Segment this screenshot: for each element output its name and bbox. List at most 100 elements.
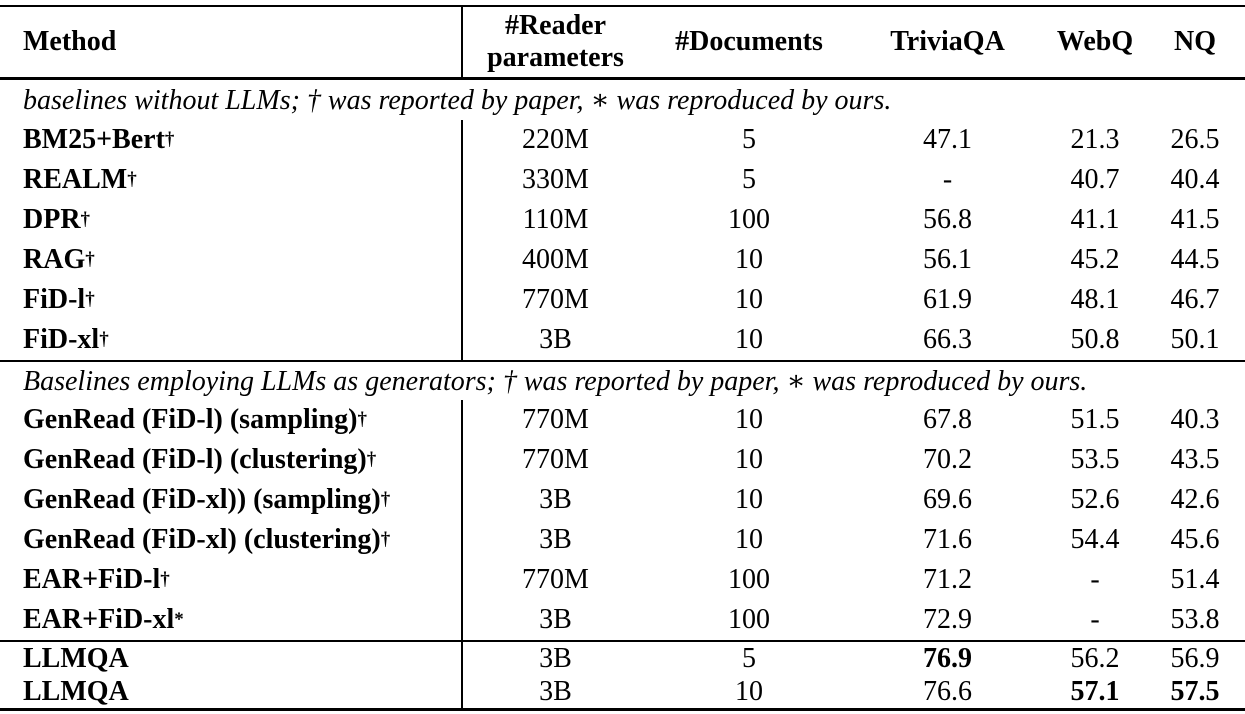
- method-cell: FiD-xl †: [0, 320, 463, 360]
- nq-cell: 57.5: [1170, 675, 1220, 707]
- nq-cell: 46.7: [1170, 284, 1220, 315]
- method-name: EAR+FiD-xl: [23, 604, 175, 635]
- params-cell: 3B: [539, 484, 572, 515]
- documents-cell: 5: [742, 164, 756, 195]
- nq-cell: 42.6: [1170, 484, 1220, 515]
- documents-cell: 10: [735, 404, 763, 435]
- method-cell: REALM †: [0, 160, 463, 200]
- method-name: DPR: [23, 204, 81, 235]
- triviaqa-cell: 66.3: [923, 324, 972, 355]
- params-cell: 400M: [522, 244, 589, 275]
- triviaqa-cell: 69.6: [923, 484, 972, 515]
- method-name: EAR+FiD-l: [23, 564, 161, 595]
- method-name: GenRead (FiD-xl) (clustering): [23, 524, 381, 555]
- params-cell: 3B: [539, 675, 572, 707]
- params-cell: 110M: [522, 204, 589, 235]
- triviaqa-cell: 76.6: [923, 675, 972, 707]
- nq-cell: 41.5: [1170, 204, 1220, 235]
- method-name: LLMQA: [23, 675, 129, 707]
- params-cell: 3B: [539, 604, 572, 635]
- table-row: RAG † 400M 10 56.1 45.2 44.5: [0, 240, 1245, 280]
- nq-cell: 40.4: [1170, 164, 1220, 195]
- method-name: RAG: [23, 244, 86, 275]
- section-rule: [0, 360, 1245, 362]
- column-header-reader-parameters: #Reader parameters: [487, 9, 624, 73]
- triviaqa-cell: 72.9: [923, 604, 972, 635]
- documents-cell: 10: [735, 284, 763, 315]
- triviaqa-cell: 71.2: [923, 564, 972, 595]
- documents-cell: 10: [735, 524, 763, 555]
- table-row: EAR+FiD-l † 770M 100 71.2 - 51.4: [0, 560, 1245, 600]
- table-bottom-rule: [0, 708, 1245, 711]
- table-row: GenRead (FiD-xl) (clustering) † 3B 10 71.6 54…: [0, 520, 1245, 560]
- method-cell: GenRead (FiD-xl) (clustering) †: [0, 520, 463, 560]
- webq-cell: -: [1090, 604, 1100, 635]
- table-header-row: Method #Reader parameters #Documents Tri…: [0, 7, 1245, 77]
- nq-cell: 45.6: [1170, 524, 1220, 555]
- params-cell: 770M: [522, 284, 589, 315]
- documents-cell: 100: [728, 204, 770, 235]
- section-rule: [0, 640, 1245, 642]
- params-cell: 770M: [522, 444, 589, 475]
- triviaqa-cell: -: [942, 164, 953, 195]
- table-row: DPR † 110M 100 56.8 41.1 41.5: [0, 200, 1245, 240]
- nq-cell: 56.9: [1170, 642, 1220, 674]
- method-cell: FiD-l †: [0, 280, 463, 320]
- table-row: LLMQA 3B 10 76.6 57.1 57.5: [0, 675, 1245, 708]
- webq-cell: 21.3: [1070, 124, 1120, 155]
- triviaqa-cell: 76.9: [923, 642, 972, 674]
- triviaqa-cell: 61.9: [923, 284, 972, 315]
- table-row: EAR+FiD-xl * 3B 100 72.9 - 53.8: [0, 600, 1245, 640]
- method-cell: EAR+FiD-xl *: [0, 600, 463, 640]
- table-row: FiD-l † 770M 10 61.9 48.1 46.7: [0, 280, 1245, 320]
- nq-cell: 50.1: [1170, 324, 1220, 355]
- method-cell: EAR+FiD-l †: [0, 560, 463, 600]
- documents-cell: 10: [735, 244, 763, 275]
- triviaqa-cell: 67.8: [923, 404, 972, 435]
- method-cell: DPR †: [0, 200, 463, 240]
- nq-cell: 53.8: [1170, 604, 1220, 635]
- method-cell: LLMQA: [0, 642, 463, 675]
- method-name: LLMQA: [23, 642, 129, 674]
- triviaqa-cell: 56.1: [923, 244, 972, 275]
- documents-cell: 100: [728, 604, 770, 635]
- nq-cell: 51.4: [1170, 564, 1220, 595]
- method-name: FiD-l: [23, 284, 86, 315]
- documents-cell: 10: [735, 675, 763, 707]
- table-row: FiD-xl † 3B 10 66.3 50.8 50.1: [0, 320, 1245, 360]
- table-row: REALM † 330M 5 - 40.7 40.4: [0, 160, 1245, 200]
- method-cell: GenRead (FiD-l) (clustering) †: [0, 440, 463, 480]
- params-cell: 3B: [539, 324, 572, 355]
- documents-cell: 100: [728, 564, 770, 595]
- method-cell: GenRead (FiD-xl)) (sampling) †: [0, 480, 463, 520]
- webq-cell: 52.6: [1070, 484, 1120, 515]
- nq-cell: 26.5: [1170, 124, 1220, 155]
- triviaqa-cell: 47.1: [923, 124, 972, 155]
- table-row: LLMQA 3B 5 76.9 56.2 56.9: [0, 642, 1245, 675]
- method-name: REALM: [23, 164, 128, 195]
- webq-cell: 41.1: [1070, 204, 1120, 235]
- method-cell: LLMQA: [0, 675, 463, 708]
- method-name: GenRead (FiD-l) (clustering): [23, 444, 367, 475]
- triviaqa-cell: 70.2: [923, 444, 972, 475]
- webq-cell: 50.8: [1070, 324, 1120, 355]
- triviaqa-cell: 56.8: [923, 204, 972, 235]
- documents-cell: 10: [735, 484, 763, 515]
- webq-cell: 57.1: [1070, 675, 1120, 707]
- table-header-rule: [0, 77, 1245, 80]
- params-cell: 220M: [522, 124, 589, 155]
- section-note: baselines without LLMs; † was reported b…: [23, 85, 892, 116]
- triviaqa-cell: 71.6: [923, 524, 972, 555]
- column-header-documents: #Documents: [675, 25, 823, 57]
- table-top-rule: [0, 5, 1245, 7]
- method-cell: GenRead (FiD-l) (sampling) †: [0, 400, 463, 440]
- params-cell: 3B: [539, 524, 572, 555]
- webq-cell: 45.2: [1070, 244, 1120, 275]
- method-name: GenRead (FiD-xl)) (sampling): [23, 484, 381, 515]
- table-row: GenRead (FiD-l) (sampling) † 770M 10 67.8 51.…: [0, 400, 1245, 440]
- params-cell: 770M: [522, 404, 589, 435]
- documents-cell: 5: [742, 642, 756, 674]
- webq-cell: 51.5: [1070, 404, 1120, 435]
- column-header-method: Method: [0, 7, 463, 77]
